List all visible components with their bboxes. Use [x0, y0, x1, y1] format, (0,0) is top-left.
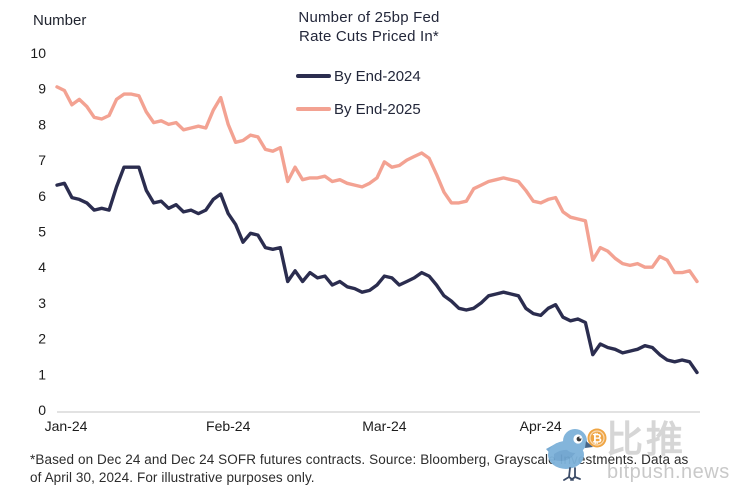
y-tick-label: 0: [38, 402, 46, 418]
footnote-line2: of April 30, 2024. For illustrative purp…: [30, 469, 315, 485]
legend-label-end-2025: By End-2025: [334, 100, 421, 118]
x-tick-label: Apr-24: [520, 418, 562, 434]
chart-title-line2: Rate Cuts Priced In*: [299, 28, 439, 45]
x-axis-tick-labels: Jan-24 Feb-24 Mar-24 Apr-24: [45, 418, 562, 434]
chart-footnote: *Based on Dec 24 and Dec 24 SOFR futures…: [30, 451, 730, 486]
x-tick-label: Mar-24: [362, 418, 407, 434]
x-tick-label: Feb-24: [206, 418, 251, 434]
y-tick-label: 6: [38, 188, 46, 204]
legend-label-end-2024: By End-2024: [334, 67, 421, 85]
twitter-bird-icon: [546, 429, 593, 481]
bitcoin-coin-icon: ₿: [587, 428, 607, 448]
y-tick-label: 9: [38, 81, 46, 97]
y-tick-label: 7: [38, 152, 46, 168]
y-tick-label: 2: [38, 331, 46, 347]
bitpush-chinese-watermark: 比推: [606, 419, 686, 460]
y-tick-label: 1: [38, 366, 46, 382]
y-axis-title: Number: [33, 12, 86, 29]
legend-row-end-2025: By End-2025: [296, 99, 421, 119]
legend-swatch-end-2024-icon: [296, 74, 331, 78]
chart-series-lines: [55, 85, 699, 375]
bitpush-bird-logo-icon: ₿: [546, 428, 607, 481]
series-line-by-end-2024: [55, 165, 699, 375]
footnote-line1: *Based on Dec 24 and Dec 24 SOFR futures…: [30, 452, 689, 467]
y-tick-label: 4: [38, 259, 46, 275]
bitcoin-symbol: ₿: [592, 432, 602, 446]
y-tick-label: 3: [38, 295, 46, 311]
bitpush-domain-watermark: bitpush.news: [607, 461, 730, 483]
y-tick-label: 10: [30, 45, 46, 61]
series-line-by-end-2025: [55, 85, 699, 284]
y-tick-label: 5: [38, 224, 46, 240]
y-axis-tick-labels: 0 1 2 3 4 5 6 7 8 9 10: [30, 45, 46, 418]
chart-title-line1: Number of 25bp Fed: [298, 9, 440, 26]
chart-title: Number of 25bp Fed Rate Cuts Priced In*: [238, 8, 500, 46]
legend-swatch-end-2025-icon: [296, 107, 331, 111]
y-tick-label: 8: [38, 116, 46, 132]
legend-row-end-2024: By End-2024: [296, 66, 421, 86]
chart-legend: By End-2024 By End-2025: [296, 66, 421, 132]
x-tick-label: Jan-24: [45, 418, 88, 434]
